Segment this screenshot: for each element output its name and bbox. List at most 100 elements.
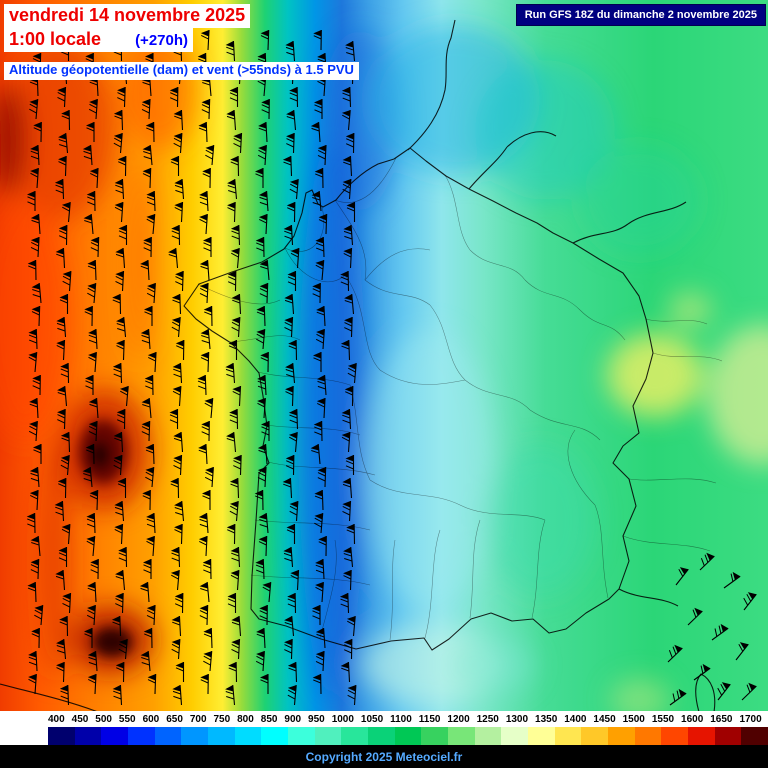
wind-barb-icon xyxy=(114,202,124,223)
wind-barb-icon xyxy=(144,306,153,326)
wind-barb-icon xyxy=(290,248,300,269)
wind-barb-icon xyxy=(145,443,155,465)
wind-barb-icon xyxy=(312,282,321,304)
wind-barb-icon xyxy=(257,444,268,465)
wind-barb-icon xyxy=(723,571,741,589)
wind-barb-icon xyxy=(284,616,295,637)
wind-barb-icon xyxy=(261,98,270,120)
wind-barb-icon xyxy=(29,489,39,511)
wind-barb-icon xyxy=(26,512,36,534)
wind-barb-icon xyxy=(312,605,321,625)
wind-barb-icon xyxy=(30,144,40,166)
legend-value: 1450 xyxy=(593,713,616,725)
legend-color-segment xyxy=(74,727,102,745)
wind-barb-icon xyxy=(204,398,214,419)
wind-barb-icon xyxy=(141,398,152,419)
legend-color-segment xyxy=(341,727,369,745)
legend-value: 400 xyxy=(48,713,65,725)
wind-barb-icon xyxy=(200,351,210,373)
legend-value: 1050 xyxy=(360,713,384,725)
wind-barb-icon xyxy=(85,375,94,395)
wind-barb-icon xyxy=(227,179,238,200)
wind-barb-icon xyxy=(346,616,356,637)
wind-barb-icon xyxy=(288,339,298,361)
wind-barb-icon xyxy=(28,674,37,695)
legend-value: 950 xyxy=(308,713,325,725)
wind-barb-icon xyxy=(61,524,71,545)
wind-barb-icon xyxy=(347,685,357,706)
forecast-time-row: 1:00 locale (+270h) xyxy=(4,28,194,52)
wind-barb-icon xyxy=(287,685,297,706)
wind-barb-icon xyxy=(258,213,268,235)
wind-barb-icon xyxy=(86,536,96,557)
legend-value: 1300 xyxy=(505,713,529,725)
legend-color-segment xyxy=(208,727,235,745)
wind-barb-icon xyxy=(56,339,66,361)
wind-barb-icon xyxy=(341,432,351,453)
legend-value: 750 xyxy=(213,713,231,725)
wind-barb-icon xyxy=(225,685,236,706)
wind-barb-icon xyxy=(118,225,128,245)
wind-barb-icon xyxy=(711,623,729,641)
wind-barb-icon xyxy=(346,202,356,222)
wind-barb-icon xyxy=(231,293,242,315)
wind-barb-icon xyxy=(287,661,298,683)
wind-barb-icon xyxy=(90,558,99,580)
wind-barb-icon xyxy=(675,567,689,586)
legend-color-segment xyxy=(474,727,502,745)
wind-barb-icon xyxy=(33,444,42,464)
wind-barb-icon xyxy=(202,558,212,580)
wind-barb-icon xyxy=(347,363,357,384)
wind-barb-icon xyxy=(314,167,324,189)
wind-barb-icon xyxy=(225,363,236,384)
wind-barb-icon xyxy=(314,99,323,119)
wind-barb-icon xyxy=(228,340,238,360)
wind-barb-icon xyxy=(170,477,180,499)
wind-barb-icon xyxy=(255,168,264,188)
legend-value: 600 xyxy=(142,713,160,725)
wind-barb-icon xyxy=(56,639,67,660)
wind-barb-icon xyxy=(147,351,157,373)
wind-barb-icon xyxy=(140,329,151,350)
legend-value: 850 xyxy=(260,713,278,725)
wind-barb-icon xyxy=(28,421,38,442)
wind-barb-icon xyxy=(61,202,71,223)
wind-barb-icon xyxy=(667,644,683,663)
wind-barb-icon xyxy=(112,293,122,315)
legend-value: 1350 xyxy=(535,713,558,725)
legend-color-segment xyxy=(661,727,689,745)
wind-barb-icon xyxy=(198,443,208,465)
wind-barb-icon xyxy=(315,558,325,580)
wind-barb-icon xyxy=(116,339,125,361)
wind-barb-icon xyxy=(229,477,240,499)
wind-barb-icon xyxy=(111,615,122,637)
wind-barb-icon xyxy=(259,282,269,304)
legend-colorbar xyxy=(0,727,768,745)
wind-barb-icon xyxy=(203,237,212,257)
legend-value: 1600 xyxy=(681,713,704,725)
wind-barb-icon xyxy=(199,260,210,281)
wind-barb-icon xyxy=(314,513,324,534)
wind-barb-icon xyxy=(140,651,151,672)
wind-barb-icon xyxy=(112,684,123,706)
wind-barb-icon xyxy=(145,121,155,143)
wind-barb-icon xyxy=(28,650,38,672)
wind-barb-icon xyxy=(344,294,355,315)
wind-barb-icon xyxy=(145,467,155,488)
wind-barb-icon xyxy=(174,179,185,200)
wind-barb-icon xyxy=(172,362,183,384)
wind-barb-icon xyxy=(317,144,327,166)
wind-barb-icon xyxy=(112,362,123,384)
wind-barb-icon xyxy=(256,627,266,649)
wind-barb-icon xyxy=(58,224,68,246)
wind-barb-icon xyxy=(290,569,300,591)
legend-value: 1500 xyxy=(622,713,645,725)
wind-barb-icon xyxy=(30,558,40,580)
legend-value: 500 xyxy=(95,713,112,725)
wind-barb-icon xyxy=(88,328,98,350)
wind-barb-icon xyxy=(289,86,299,108)
wind-barb-icon xyxy=(228,661,238,683)
wind-barb-icon xyxy=(289,179,299,200)
wind-barb-icon xyxy=(316,305,326,327)
